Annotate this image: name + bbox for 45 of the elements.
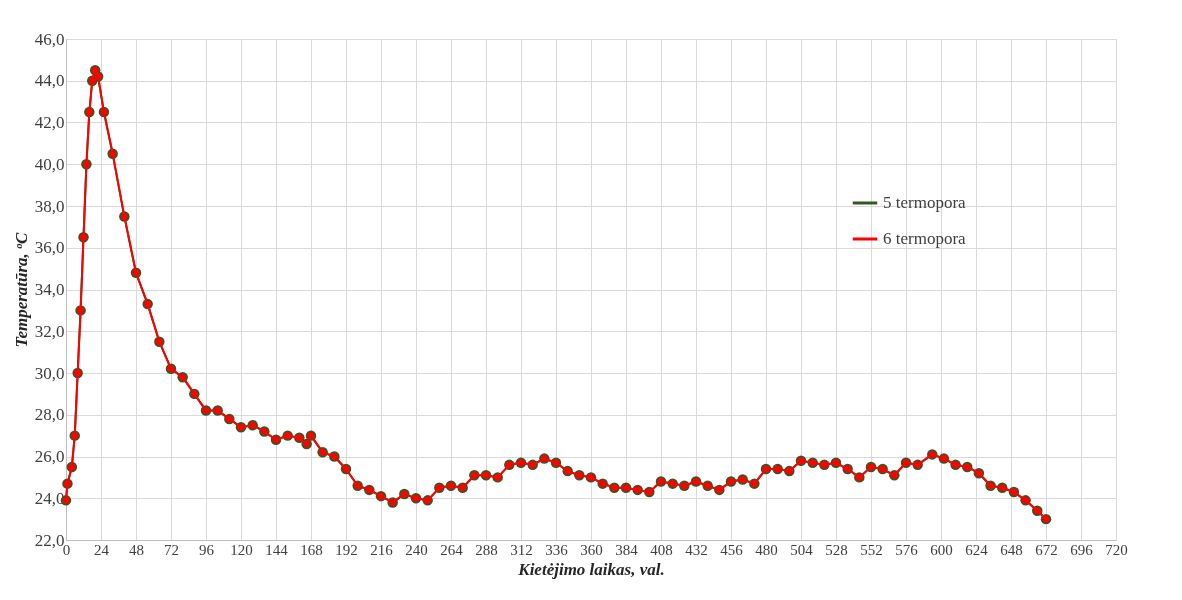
- x-tick-label: 48: [129, 541, 144, 558]
- y-axis-title: Temperatūra, ᵒC: [11, 231, 31, 348]
- y-tick-label: 32,0: [34, 321, 65, 341]
- y-tick-label: 30,0: [34, 363, 65, 383]
- x-tick-label: 672: [1035, 541, 1058, 558]
- x-tick-label: 192: [335, 541, 358, 558]
- x-tick-label: 240: [405, 541, 428, 558]
- x-tick-label: 720: [1105, 541, 1128, 558]
- x-tick-label: 264: [440, 541, 464, 558]
- x-tick-label: 168: [300, 541, 323, 558]
- y-tick-label: 28,0: [34, 405, 65, 425]
- y-tick-label: 26,0: [34, 447, 65, 466]
- y-tick-label: 44,0: [34, 71, 65, 91]
- y-tick-label: 46,0: [34, 29, 65, 49]
- x-tick-label: 576: [895, 541, 919, 558]
- x-tick-label: 216: [370, 541, 394, 558]
- x-tick-label: 384: [615, 541, 639, 558]
- x-tick-label: 456: [720, 541, 744, 558]
- x-tick-label: 120: [230, 541, 253, 558]
- y-tick-label: 42,0: [34, 113, 65, 132]
- x-tick-label: 600: [930, 541, 953, 558]
- legend-label: 5 termopora: [883, 193, 967, 212]
- x-tick-label: 552: [860, 541, 883, 558]
- x-tick-label: 288: [475, 541, 498, 558]
- y-tick-label: 38,0: [34, 196, 65, 216]
- x-tick-label: 696: [1070, 541, 1094, 558]
- x-tick-label: 24: [94, 541, 110, 558]
- x-tick-label: 72: [164, 541, 179, 558]
- x-tick-label: 480: [755, 541, 778, 558]
- x-tick-label: 432: [685, 541, 708, 558]
- x-tick-label: 408: [650, 541, 673, 558]
- x-tick-label: 144: [265, 541, 289, 558]
- y-tick-label: 40,0: [34, 154, 65, 174]
- y-tick-label: 34,0: [34, 280, 65, 299]
- x-tick-label: 312: [510, 541, 533, 558]
- y-tick-label: 36,0: [34, 238, 65, 258]
- x-tick-label: 504: [790, 541, 814, 558]
- x-tick-label: 648: [1000, 541, 1023, 558]
- legend-label: 6 termopora: [883, 229, 967, 248]
- x-tick-label: 336: [545, 541, 569, 558]
- x-axis-title: Kietėjimo laikas, val.: [517, 559, 665, 579]
- x-tick-label: 528: [825, 541, 848, 558]
- x-tick-label: 360: [580, 541, 603, 558]
- x-tick-label: 96: [199, 541, 215, 558]
- x-tick-label: 624: [965, 541, 989, 558]
